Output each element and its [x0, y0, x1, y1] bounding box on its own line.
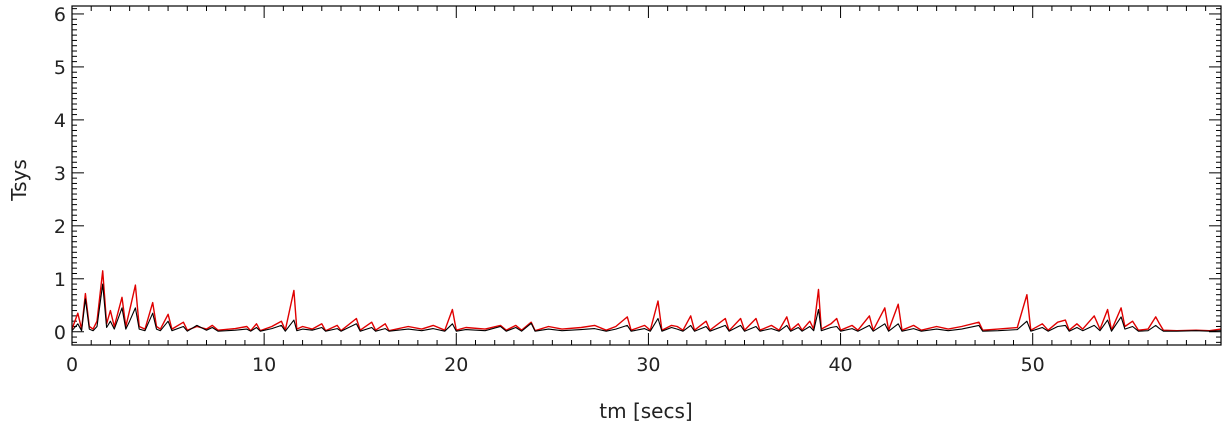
y-tick-label: 1	[54, 269, 66, 291]
series-layer	[71, 270, 1222, 332]
y-tick-label: 6	[54, 4, 66, 26]
x-tick-label: 20	[444, 354, 468, 376]
series-line-1	[71, 270, 1222, 332]
x-tick-label: 10	[252, 354, 276, 376]
y-tick-label: 2	[54, 216, 66, 238]
x-axis-label: tm [secs]	[599, 399, 692, 423]
axis-ticks	[71, 6, 1221, 345]
y-tick-label: 3	[54, 163, 66, 185]
x-tick-label: 30	[636, 354, 660, 376]
y-tick-label: 0	[54, 322, 66, 344]
series-line-2	[71, 283, 1222, 332]
x-tick-label: 0	[66, 354, 78, 376]
x-tick-label: 40	[828, 354, 852, 376]
tick-labels: 0 10 20 30 40 50 0 1 2 3 4 5 6	[54, 4, 1045, 376]
y-axis-label: Tsys	[7, 159, 31, 202]
y-tick-label: 4	[54, 110, 66, 132]
y-tick-label: 5	[54, 57, 66, 79]
plot-frame	[71, 5, 1222, 346]
x-tick-label: 50	[1021, 354, 1045, 376]
